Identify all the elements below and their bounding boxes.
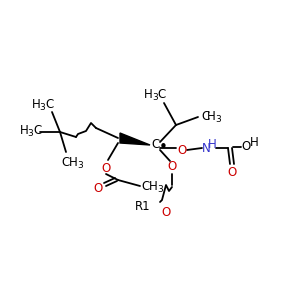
Text: H: H <box>20 124 28 137</box>
Text: C: C <box>201 110 209 122</box>
Text: H: H <box>207 110 215 122</box>
Text: C: C <box>157 88 165 101</box>
Text: O: O <box>101 161 111 175</box>
Polygon shape <box>120 133 150 145</box>
Text: O: O <box>161 206 171 218</box>
Text: O: O <box>227 166 237 178</box>
Text: H: H <box>144 88 152 101</box>
Text: H: H <box>32 98 40 110</box>
Text: 3: 3 <box>77 160 83 169</box>
Text: H: H <box>208 139 216 152</box>
Text: N: N <box>202 142 210 154</box>
Text: C: C <box>45 98 53 110</box>
Text: H: H <box>250 136 258 149</box>
Text: 3: 3 <box>39 103 45 112</box>
Text: 3: 3 <box>215 115 221 124</box>
Text: O: O <box>93 182 103 194</box>
Text: O: O <box>177 143 187 157</box>
Text: C: C <box>151 139 159 152</box>
Text: H: H <box>69 155 77 169</box>
Text: O: O <box>242 140 250 152</box>
Text: C: C <box>62 155 70 169</box>
Text: R1: R1 <box>134 200 150 214</box>
Text: •: • <box>159 140 167 154</box>
Text: C: C <box>142 179 150 193</box>
Text: 3: 3 <box>157 184 163 194</box>
Text: 3: 3 <box>152 94 158 103</box>
Text: C: C <box>33 124 41 137</box>
Text: O: O <box>167 160 177 173</box>
Text: 3: 3 <box>27 130 33 139</box>
Text: H: H <box>148 179 158 193</box>
